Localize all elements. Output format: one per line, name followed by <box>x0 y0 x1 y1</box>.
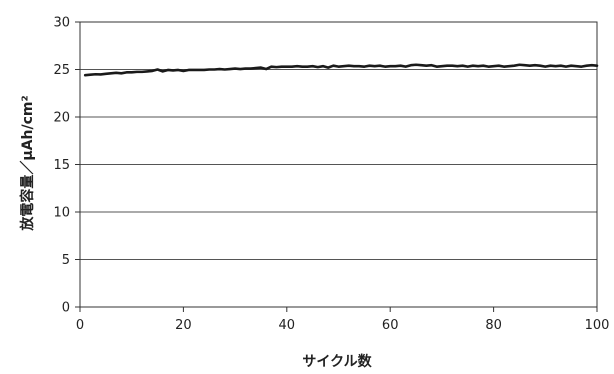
grid-lines <box>80 70 597 260</box>
x-tick-label-80: 80 <box>485 318 502 333</box>
y-tick-label-15: 15 <box>53 158 70 173</box>
y-tick-label-25: 25 <box>53 63 70 78</box>
x-tick-label-100: 100 <box>585 318 610 333</box>
x-axis-title: サイクル数 <box>302 353 372 370</box>
y-axis-title: 放電容量／μAh/cm² <box>19 95 36 231</box>
x-tick-label-60: 60 <box>382 318 399 333</box>
x-tick-label-20: 20 <box>175 318 192 333</box>
y-tick-label-0: 0 <box>62 301 70 316</box>
x-tick-labels: 0 20 40 60 80 100 <box>76 307 610 333</box>
y-tick-label-20: 20 <box>53 111 70 126</box>
y-tick-label-30: 30 <box>53 16 70 31</box>
x-tick-label-40: 40 <box>279 318 296 333</box>
y-tick-labels: 0 5 10 15 20 25 30 <box>53 16 80 316</box>
x-tick-label-0: 0 <box>76 318 84 333</box>
y-tick-label-5: 5 <box>62 253 70 268</box>
y-tick-label-10: 10 <box>53 206 70 221</box>
